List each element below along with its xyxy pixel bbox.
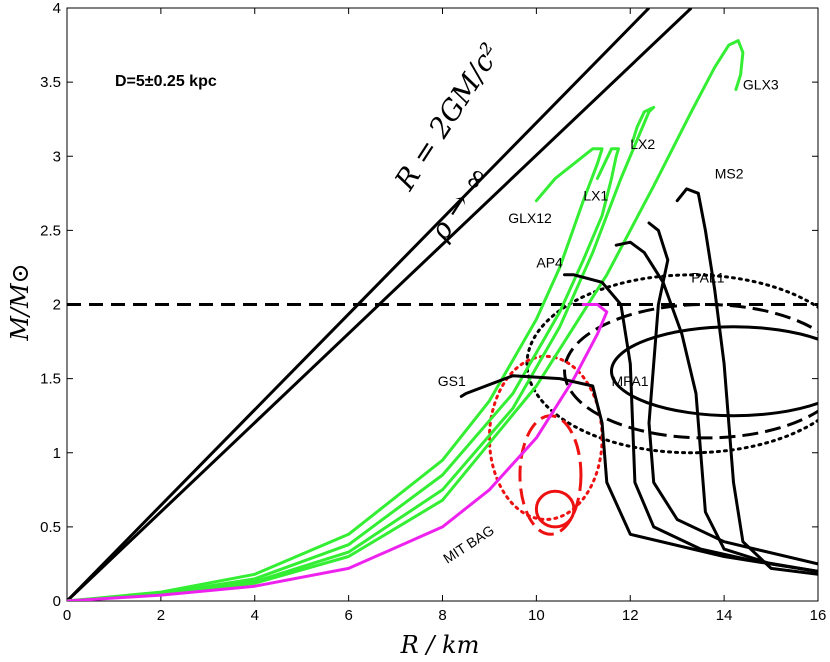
series-label-ap4: AP4	[536, 254, 563, 270]
series-line-ms2	[675, 187, 818, 576]
y-tick-label: 2.5	[40, 222, 61, 239]
confidence-contour-dotted-2	[525, 273, 818, 455]
y-axis-label: M/M⊙	[6, 263, 34, 341]
plot-layer	[67, 8, 818, 601]
x-tick-label: 0	[63, 607, 71, 624]
series-line-mpa1	[647, 221, 818, 566]
x-tick-label: 12	[622, 607, 639, 624]
x-tick-label: 16	[810, 607, 827, 624]
x-tick-label: 8	[438, 607, 446, 624]
x-tick-label: 10	[528, 607, 545, 624]
x-tick-label: 4	[251, 607, 259, 624]
series-line-lx1	[67, 147, 620, 601]
series-label-glx3: GLX3	[743, 77, 779, 93]
x-tick-label: 2	[157, 607, 165, 624]
confidence-contour-solid-0	[610, 325, 818, 418]
series-line-lx2	[67, 105, 656, 601]
y-tick-label: 2	[53, 297, 61, 314]
y-tick-label: 3.5	[40, 74, 61, 91]
y-tick-label: 0	[53, 593, 61, 610]
series-line-pal1	[614, 240, 818, 573]
y-tick-label: 4	[53, 0, 61, 17]
y-tick-label: 3	[53, 148, 61, 165]
x-tick-label: 14	[716, 607, 733, 624]
x-tick-label: 6	[344, 607, 352, 624]
y-tick-label: 0.5	[40, 519, 61, 536]
axis-ticks: 0 2 4 6 8 10 12 14 16 0 0.5 1 1.5 2 2.5 3 3.5 4	[40, 0, 826, 624]
series-label-lx2: LX2	[630, 136, 655, 152]
series-label-pal1: PAL1	[691, 269, 724, 285]
series-line-ap4	[563, 273, 818, 573]
series-line-mit-bag	[67, 303, 609, 601]
y-tick-label: 1.5	[40, 371, 61, 388]
series-line-gs1	[459, 374, 818, 573]
confidence-contour-dashed-1	[563, 303, 818, 440]
y-tick-label: 1	[53, 445, 61, 462]
series-label-glx12: GLX12	[508, 210, 552, 226]
series-line-glx12	[67, 147, 604, 601]
series-line-glx3	[67, 39, 745, 601]
series-label-ms2: MS2	[715, 165, 744, 181]
series-label-lx1: LX1	[583, 188, 608, 204]
series-label-mpa1: MPA1	[611, 373, 648, 389]
series-label-gs1: GS1	[438, 373, 466, 389]
x-axis-label: R / km	[400, 631, 480, 659]
annotation-distance: D=5±0.25 kpc	[115, 73, 217, 90]
